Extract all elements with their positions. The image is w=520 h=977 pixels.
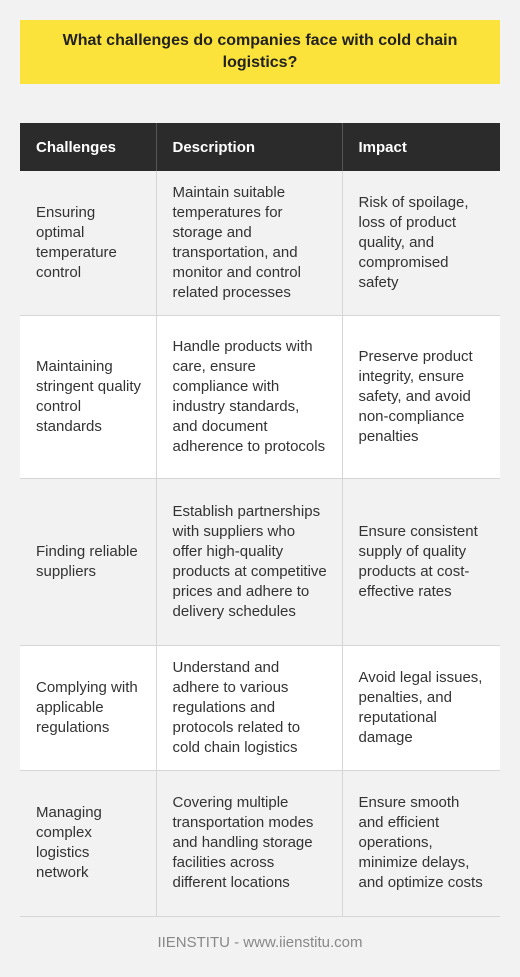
description-cell: Covering multiple transportation modes a… xyxy=(156,770,343,917)
impact-cell: Avoid legal issues, penalties, and reput… xyxy=(342,645,500,771)
page-title: What challenges do companies face with c… xyxy=(62,32,458,71)
footer-credit: IIENSTITU - www.iienstitu.com xyxy=(157,934,363,951)
impact-cell: Ensure smooth and efficient operations, … xyxy=(342,770,500,917)
table-row: Ensuring optimal temperature control Mai… xyxy=(20,171,500,316)
column-header-description: Description xyxy=(156,123,343,171)
description-cell: Understand and adhere to various regulat… xyxy=(156,645,343,771)
title-banner: What challenges do companies face with c… xyxy=(20,20,500,84)
impact-cell: Risk of spoilage, loss of product qualit… xyxy=(342,171,500,316)
column-header-challenges: Challenges xyxy=(20,123,157,171)
table-row: Maintaining stringent quality control st… xyxy=(20,315,500,479)
table-header-row: Challenges Description Impact xyxy=(20,123,500,171)
description-cell: Maintain suitable temperatures for stora… xyxy=(156,171,343,316)
challenge-cell: Complying with applicable regulations xyxy=(20,645,157,771)
challenges-table: Challenges Description Impact Ensuring o… xyxy=(20,123,500,917)
table-row: Complying with applicable regulations Un… xyxy=(20,645,500,771)
impact-cell: Ensure consistent supply of quality prod… xyxy=(342,478,500,646)
challenge-cell: Finding reliable suppliers xyxy=(20,478,157,646)
challenge-cell: Managing complex logistics network xyxy=(20,770,157,917)
challenge-cell: Maintaining stringent quality control st… xyxy=(20,315,157,479)
column-header-impact: Impact xyxy=(342,123,500,171)
description-cell: Handle products with care, ensure compli… xyxy=(156,315,343,479)
impact-cell: Preserve product integrity, ensure safet… xyxy=(342,315,500,479)
table-row: Finding reliable suppliers Establish par… xyxy=(20,478,500,646)
challenge-cell: Ensuring optimal temperature control xyxy=(20,171,157,316)
table-row: Managing complex logistics network Cover… xyxy=(20,770,500,917)
description-cell: Establish partnerships with suppliers wh… xyxy=(156,478,343,646)
